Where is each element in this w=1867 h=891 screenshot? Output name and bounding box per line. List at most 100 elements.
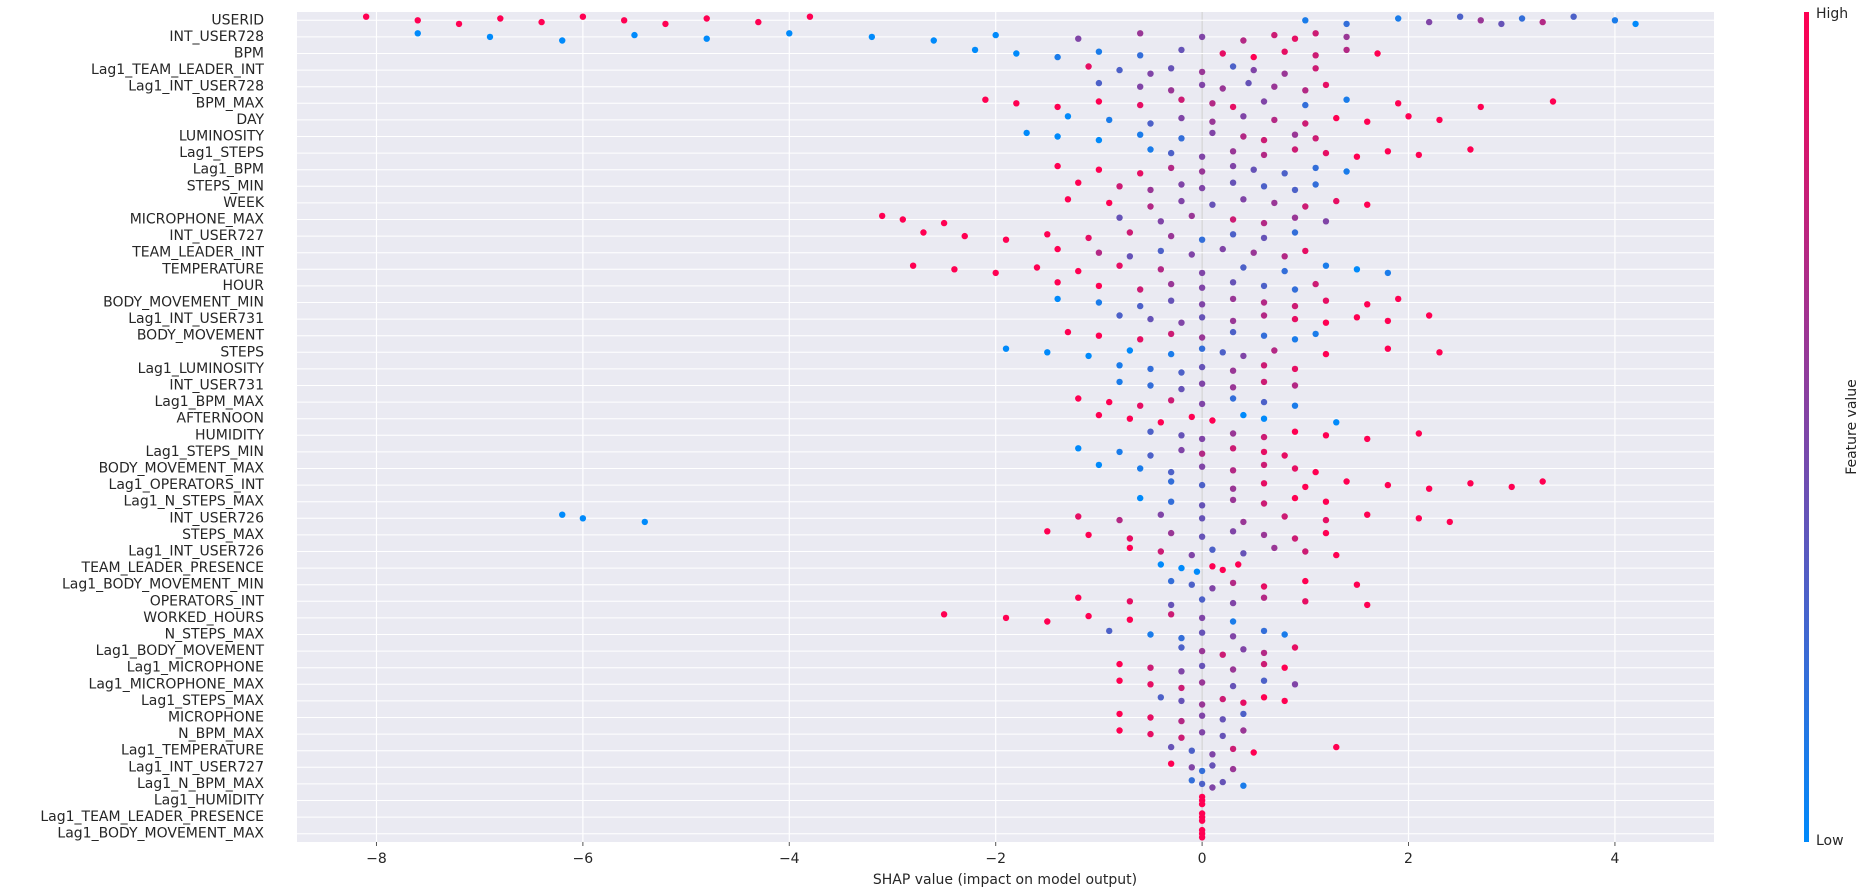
- row-label: Lag1_N_BPM_MAX: [137, 776, 264, 792]
- dot: [1193, 568, 1201, 575]
- dot: [909, 262, 917, 269]
- dot: [1229, 430, 1237, 437]
- dot: [1013, 50, 1020, 57]
- dot: [1209, 546, 1216, 553]
- dot: [1291, 146, 1299, 153]
- dot: [1260, 98, 1268, 105]
- dot: [1260, 312, 1268, 319]
- dot: [1229, 295, 1237, 303]
- dot: [1322, 319, 1330, 326]
- dot: [1260, 433, 1268, 441]
- dot: [1188, 747, 1195, 754]
- x-tick-label: 0: [1198, 851, 1207, 867]
- dot: [1570, 13, 1577, 20]
- dot: [1281, 664, 1288, 671]
- dot: [1302, 120, 1309, 127]
- dot: [1116, 66, 1123, 74]
- dot: [1198, 435, 1206, 443]
- dot: [1384, 148, 1392, 155]
- dot: [1044, 349, 1051, 356]
- dot: [1136, 302, 1144, 310]
- dot: [1209, 129, 1216, 137]
- dot: [1229, 579, 1237, 587]
- dot: [1178, 96, 1185, 103]
- dot: [1235, 561, 1242, 568]
- dot: [1178, 697, 1185, 705]
- dot: [1260, 583, 1268, 590]
- dot: [1126, 598, 1134, 605]
- dot: [1477, 103, 1484, 111]
- dot: [1198, 380, 1206, 387]
- row-label: Lag1_STEPS: [179, 145, 264, 161]
- dot: [1136, 30, 1144, 37]
- dot: [1126, 535, 1134, 542]
- dot: [1064, 113, 1072, 120]
- dot: [1147, 681, 1154, 688]
- dot: [1178, 634, 1185, 642]
- dot: [1250, 53, 1257, 61]
- dot: [1467, 480, 1474, 487]
- row-label: BODY_MOVEMENT_MIN: [103, 295, 264, 311]
- dot: [1167, 529, 1175, 537]
- dot: [1291, 535, 1299, 542]
- dot: [1436, 116, 1443, 124]
- row-label: BPM: [234, 46, 264, 62]
- row-label: Lag1_TEAM_LEADER_PRESENCE: [40, 809, 264, 825]
- dot: [1198, 662, 1206, 670]
- dot: [1229, 485, 1237, 492]
- dot: [1126, 229, 1134, 236]
- dot: [1302, 483, 1309, 491]
- dot: [1219, 50, 1226, 57]
- dot: [1281, 70, 1288, 77]
- dot: [455, 20, 463, 28]
- dot: [1106, 398, 1113, 406]
- row-label: WEEK: [223, 195, 265, 211]
- dot: [1322, 218, 1330, 225]
- dot: [1394, 100, 1402, 107]
- dot: [1291, 131, 1299, 138]
- dot: [1343, 20, 1350, 28]
- row-label: Lag1_BPM_MAX: [154, 394, 264, 410]
- dot: [1240, 352, 1247, 360]
- dot: [1291, 465, 1299, 472]
- dot: [1198, 450, 1206, 457]
- row-label: INT_USER731: [169, 378, 264, 394]
- dot: [1260, 234, 1268, 242]
- dot: [1219, 85, 1226, 92]
- dot: [1374, 50, 1381, 57]
- dot: [951, 266, 958, 273]
- dot: [1085, 63, 1092, 70]
- dot: [1095, 332, 1103, 339]
- dot: [1312, 65, 1319, 72]
- dot: [1229, 528, 1237, 535]
- dot: [1281, 267, 1288, 275]
- dot: [1260, 694, 1268, 701]
- dot: [1353, 266, 1361, 273]
- dot: [1095, 98, 1103, 105]
- dot: [1364, 201, 1371, 208]
- row-label: TEMPERATURE: [161, 261, 264, 277]
- dot: [1302, 17, 1309, 24]
- dot: [1281, 697, 1288, 705]
- dot: [1147, 70, 1154, 77]
- dot: [1054, 53, 1061, 61]
- dot: [1333, 419, 1340, 426]
- dot: [1167, 65, 1175, 72]
- dot: [1281, 452, 1288, 459]
- dot: [1229, 395, 1237, 402]
- row-label: DAY: [236, 112, 264, 128]
- dot: [1136, 83, 1144, 90]
- plot-background: [297, 12, 1714, 842]
- dot: [1188, 251, 1195, 258]
- dot: [414, 30, 421, 37]
- dot: [1167, 330, 1175, 338]
- dot: [1178, 319, 1185, 326]
- dot: [1229, 445, 1237, 452]
- dot: [1343, 168, 1350, 175]
- dot: [1147, 631, 1154, 638]
- dot: [1002, 614, 1010, 622]
- dot: [1539, 478, 1546, 485]
- dot: [1260, 480, 1268, 487]
- dot: [1136, 494, 1144, 502]
- dot: [961, 232, 968, 240]
